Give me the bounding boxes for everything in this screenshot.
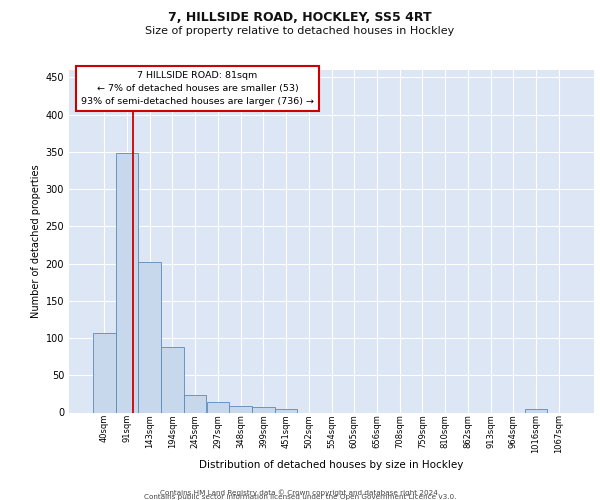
Bar <box>184 396 206 412</box>
Bar <box>93 333 116 412</box>
Y-axis label: Number of detached properties: Number of detached properties <box>31 164 41 318</box>
Text: Contains public sector information licensed under the Open Government Licence v3: Contains public sector information licen… <box>144 494 456 500</box>
Text: 7 HILLSIDE ROAD: 81sqm
← 7% of detached houses are smaller (53)
93% of semi-deta: 7 HILLSIDE ROAD: 81sqm ← 7% of detached … <box>81 71 314 106</box>
Text: 7, HILLSIDE ROAD, HOCKLEY, SS5 4RT: 7, HILLSIDE ROAD, HOCKLEY, SS5 4RT <box>168 11 432 24</box>
Bar <box>161 347 184 412</box>
Text: Contains HM Land Registry data © Crown copyright and database right 2024.: Contains HM Land Registry data © Crown c… <box>160 490 440 496</box>
Bar <box>206 402 229 412</box>
Bar <box>139 262 161 412</box>
X-axis label: Distribution of detached houses by size in Hockley: Distribution of detached houses by size … <box>199 460 464 470</box>
Bar <box>116 154 139 412</box>
Bar <box>229 406 252 412</box>
Bar <box>275 409 298 412</box>
Text: Size of property relative to detached houses in Hockley: Size of property relative to detached ho… <box>145 26 455 36</box>
Bar <box>252 406 275 412</box>
Bar <box>524 409 547 412</box>
